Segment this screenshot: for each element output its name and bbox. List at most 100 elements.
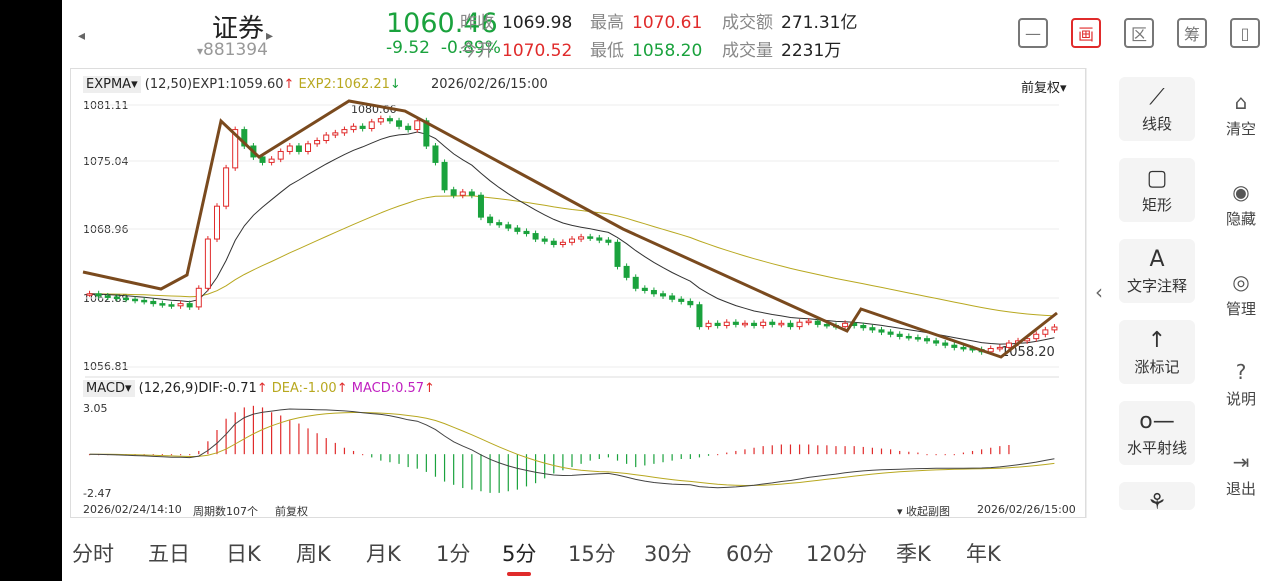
candle: [132, 298, 139, 302]
rectangle-tool[interactable]: ▢ 矩形: [1119, 158, 1195, 222]
prev-stock-arrow[interactable]: ◂: [78, 28, 86, 44]
candle: [623, 265, 630, 278]
exp2-line: [89, 195, 1055, 317]
candle: [532, 233, 539, 240]
quote-3: 今开 1070.52: [460, 41, 573, 61]
clear-icon: ⌂: [1234, 90, 1248, 114]
candle: [878, 329, 885, 333]
candle: [732, 321, 739, 325]
candle: [350, 125, 357, 131]
help-button[interactable]: ? 说明: [1217, 360, 1265, 409]
manage-button[interactable]: ◎ 管理: [1217, 270, 1265, 319]
candle: [213, 205, 220, 240]
candle: [559, 241, 566, 246]
candle: [468, 191, 475, 196]
trend-drawing: [82, 99, 1058, 359]
period-tab[interactable]: 120分: [806, 542, 868, 566]
candle: [195, 287, 202, 308]
minus-icon[interactable]: —: [1018, 18, 1048, 48]
candle: [168, 304, 175, 307]
period-tab[interactable]: 5分: [502, 542, 537, 566]
quote-1: 最高 1070.61: [590, 13, 703, 33]
period-tab[interactable]: 日K: [226, 542, 261, 566]
candle: [714, 322, 721, 327]
device-switch-icon[interactable]: ▯: [1230, 18, 1260, 48]
exit-icon: ⇥: [1232, 450, 1250, 474]
quote-2: 成交额 271.31亿: [722, 13, 858, 33]
candle: [359, 125, 366, 129]
period-tab[interactable]: 季K: [896, 542, 931, 566]
candle: [295, 145, 302, 152]
period-tab[interactable]: 年K: [966, 542, 1001, 566]
range-icon[interactable]: 区: [1124, 18, 1154, 48]
candle: [223, 167, 230, 207]
candle: [869, 327, 876, 331]
horizontal-ray-tool[interactable]: o— 水平射线: [1119, 401, 1195, 465]
period-tab[interactable]: 15分: [568, 542, 616, 566]
adjust-selector[interactable]: 前复权▾: [1021, 81, 1067, 96]
period-count: 周期数107个: [193, 505, 258, 518]
candle: [186, 303, 193, 308]
candle: [113, 296, 120, 300]
active-period-underline: [507, 572, 531, 576]
manage-icon: ◎: [1232, 270, 1250, 294]
candle: [514, 227, 521, 232]
chip-icon[interactable]: 筹: [1177, 18, 1207, 48]
draw-icon[interactable]: 画: [1071, 18, 1101, 48]
period-tab[interactable]: 分时: [72, 542, 114, 566]
candle: [741, 322, 748, 326]
candle: [259, 156, 266, 163]
period-tab[interactable]: 月K: [366, 542, 401, 566]
horizontal-ray-icon: o—: [1139, 409, 1175, 434]
candle: [177, 303, 184, 307]
candle: [523, 230, 530, 235]
period-tab[interactable]: 周K: [296, 542, 331, 566]
text-note-icon: A: [1149, 247, 1165, 272]
candle: [723, 321, 730, 327]
period-tab[interactable]: 30分: [644, 542, 692, 566]
rise-mark-tool[interactable]: ↑ 涨标记: [1119, 320, 1195, 384]
expma-selector[interactable]: EXPMA▾: [83, 76, 141, 93]
candle: [596, 237, 603, 241]
text-note-tool[interactable]: A 文字注释: [1119, 239, 1195, 303]
candle: [924, 338, 931, 342]
period-tab[interactable]: 60分: [726, 542, 774, 566]
expma-header: EXPMA▾ (12,50)EXP1:1059.60↑ EXP2:1062.21…: [83, 76, 548, 93]
candle: [660, 293, 667, 297]
candle: [141, 299, 148, 303]
period-tab[interactable]: 1分: [436, 542, 471, 566]
candle: [669, 295, 676, 300]
macd-selector[interactable]: MACD▾: [83, 380, 135, 397]
more-tools-tool[interactable]: ⚘: [1119, 482, 1195, 515]
collapse-subchart[interactable]: ▾ 收起副图: [897, 505, 951, 518]
candle: [541, 238, 548, 242]
candle: [459, 191, 466, 196]
next-stock-arrow[interactable]: ▸: [266, 28, 274, 44]
stock-code: ▾881394: [197, 40, 268, 60]
period-tab[interactable]: 五日: [148, 542, 190, 566]
dea-line: [89, 412, 1055, 487]
candle: [386, 118, 393, 122]
candle: [805, 320, 812, 324]
candle: [159, 303, 166, 306]
collapse-sidebar-icon[interactable]: ‹: [1095, 280, 1103, 304]
exit-button[interactable]: ⇥ 退出: [1217, 450, 1265, 499]
candle: [432, 145, 439, 163]
candle: [150, 300, 157, 305]
line-segment-tool[interactable]: ⟋ 线段: [1119, 77, 1195, 141]
clear-button[interactable]: ⌂ 清空: [1217, 90, 1265, 139]
candle: [578, 236, 585, 240]
candle: [477, 194, 484, 218]
kline-chart[interactable]: EXPMA▾ (12,50)EXP1:1059.60↑ EXP2:1062.21…: [70, 68, 1086, 518]
candle: [587, 236, 594, 239]
candle: [241, 129, 248, 147]
hide-button[interactable]: ◉ 隐藏: [1217, 180, 1265, 229]
candle: [568, 238, 576, 243]
candle: [277, 150, 284, 160]
candle: [796, 321, 803, 328]
candle: [678, 298, 685, 302]
candle: [1042, 329, 1049, 335]
candle: [423, 120, 430, 147]
dif-line: [89, 408, 1055, 489]
candle: [778, 322, 785, 326]
